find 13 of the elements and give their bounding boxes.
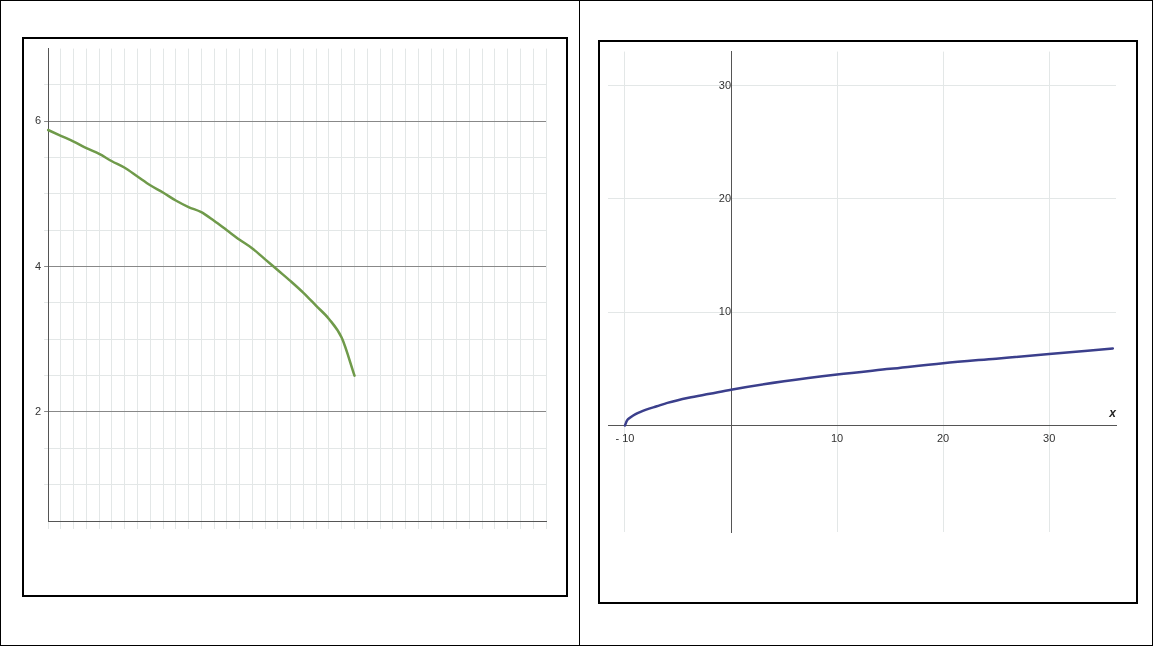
y-tick-label: 30 <box>718 78 732 91</box>
y-tick-label: 6 <box>34 114 42 127</box>
y-tick-label: 10 <box>718 305 732 318</box>
y-tick-label: 2 <box>34 405 42 418</box>
x-axis-title: x <box>1108 406 1118 421</box>
x-tick-label: 20 <box>937 432 950 445</box>
x-tick-label: 30 <box>1043 432 1056 445</box>
y-tick-label: 20 <box>718 191 732 204</box>
x-tick-label: 10 <box>830 432 844 445</box>
x-tick-label: - 10 <box>615 432 635 445</box>
line-series <box>623 347 1115 427</box>
line-series <box>46 128 356 377</box>
y-tick-label: 4 <box>34 259 42 272</box>
